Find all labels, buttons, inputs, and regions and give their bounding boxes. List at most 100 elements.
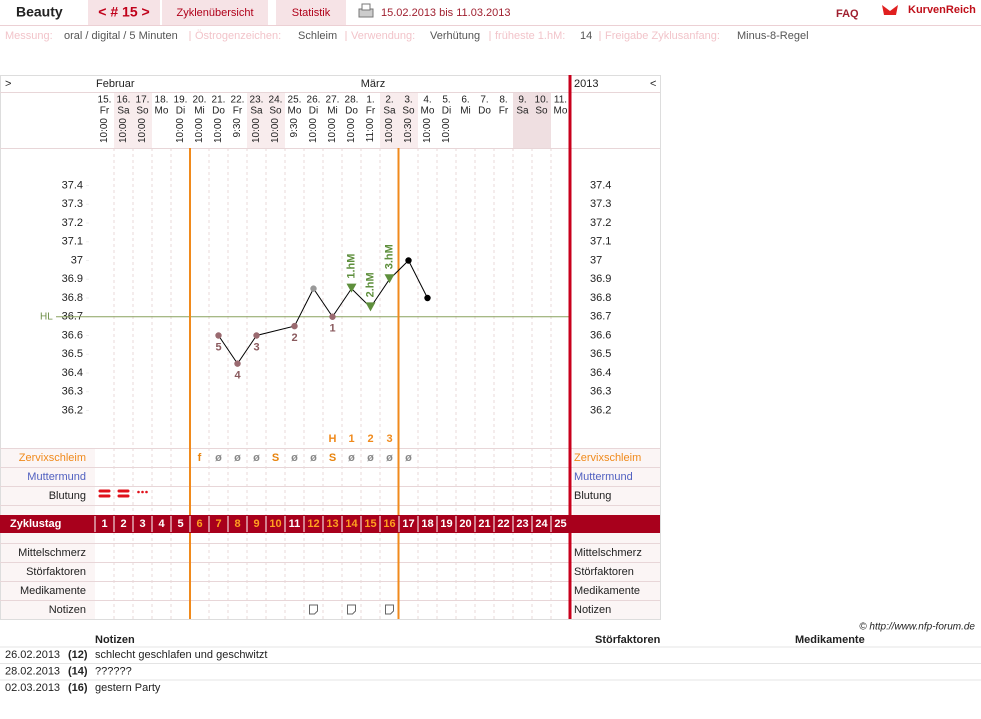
weekend-shade <box>399 92 418 148</box>
note-text: ?????? <box>95 665 132 677</box>
weekend-shade <box>133 92 152 148</box>
day-time: 10:00 <box>270 118 281 143</box>
day-date: 5. <box>442 95 450 106</box>
y-tick-label: 36.6 <box>62 329 83 341</box>
cycle-day: 18 <box>421 518 433 530</box>
weekend-shade <box>380 92 399 148</box>
y-tick-label: 36.9 <box>590 273 611 285</box>
temperature-point <box>215 332 222 339</box>
day-weekday: Fr <box>366 106 376 117</box>
cycle-day-title: Zyklustag <box>10 518 61 530</box>
day-time: 10:00 <box>194 118 205 143</box>
tab-label[interactable]: Statistik <box>292 7 331 19</box>
cervix-symbol: ø <box>367 452 374 464</box>
setting-value: Verhütung <box>430 30 480 42</box>
cycle-day: 24 <box>535 518 548 530</box>
day-weekday: Mi <box>327 106 338 117</box>
day-weekday: Fr <box>100 106 110 117</box>
tab-label[interactable]: Zyklenübersicht <box>176 7 253 19</box>
day-date: 10. <box>535 95 549 106</box>
copyright: © http://www.nfp-forum.de <box>859 622 975 633</box>
row-label: Blutung <box>574 490 611 502</box>
y-tick-label: 36.5 <box>62 348 83 360</box>
day-date: 7. <box>480 95 488 106</box>
day-weekday: Di <box>442 106 451 117</box>
y-tick-label: 36.3 <box>590 386 611 398</box>
day-weekday: Mo <box>288 106 302 117</box>
setting-label: Östrogenzeichen: <box>195 30 281 42</box>
faq-link[interactable]: FAQ <box>836 8 859 20</box>
label-shade <box>573 448 660 619</box>
cycle-number[interactable]: < # 15 > <box>98 4 149 20</box>
note-text: schlecht geschlafen und geschwitzt <box>95 649 267 661</box>
point-label: 1 <box>329 323 335 335</box>
row-label: Muttermund <box>574 471 633 483</box>
day-date: 28. <box>345 95 359 106</box>
day-weekday: Mo <box>554 106 568 117</box>
tab[interactable] <box>276 0 346 25</box>
hl-marker: 2 <box>367 433 373 445</box>
label-shade <box>1 448 95 619</box>
day-time: 10:00 <box>118 118 129 143</box>
row-label: Medikamente <box>20 585 86 597</box>
day-weekday: Do <box>478 106 491 117</box>
setting-label: Freigabe Zyklusanfang: <box>605 30 720 42</box>
y-tick-label: 36.5 <box>590 348 611 360</box>
cervix-symbol: S <box>272 452 279 464</box>
day-weekday: Di <box>309 106 318 117</box>
hl-marker: 3 <box>386 433 392 445</box>
row-label: Notizen <box>49 604 86 616</box>
day-weekday: Mo <box>155 106 169 117</box>
day-weekday: So <box>402 106 415 117</box>
day-date: 4. <box>423 95 431 106</box>
printer-icon[interactable] <box>358 3 374 18</box>
day-weekday: Sa <box>383 106 396 117</box>
day-time: 9:30 <box>289 118 300 138</box>
cervix-symbol: ø <box>253 452 260 464</box>
cervix-symbol: ø <box>386 452 393 464</box>
y-tick-label: 37.4 <box>62 179 83 191</box>
day-time: 10:00 <box>327 118 338 143</box>
column-header: Medikamente <box>795 634 865 646</box>
y-tick-label: 37 <box>71 254 83 266</box>
point-label: 3 <box>253 341 259 353</box>
day-date: 17. <box>136 95 150 106</box>
note-icon <box>385 604 394 615</box>
cycle-day: 4 <box>158 518 165 530</box>
y-tick-label: 36.4 <box>62 367 83 379</box>
day-date: 22. <box>231 95 245 106</box>
point-label: 2 <box>291 332 297 344</box>
cycle-tab[interactable] <box>88 0 160 25</box>
cycle-day: 2 <box>120 518 126 530</box>
day-date: 11. <box>554 95 567 106</box>
cycle-day: 19 <box>440 518 452 530</box>
nav-button: > <box>5 78 11 90</box>
note-cycle-day: (12) <box>68 649 88 661</box>
cycle-day: 5 <box>177 518 183 530</box>
cycle-day: 14 <box>345 518 358 530</box>
y-tick-label: 37.1 <box>590 236 611 248</box>
spotting-icon <box>145 490 148 494</box>
cervix-symbol: ø <box>405 452 412 464</box>
day-time: 10:30 <box>403 118 414 143</box>
row-label: Zervixschleim <box>574 452 641 464</box>
day-time: 10:00 <box>137 118 148 143</box>
cycle-day: 11 <box>289 518 301 530</box>
day-date: 24. <box>269 95 283 106</box>
cervix-symbol: ø <box>310 452 317 464</box>
temperature-point <box>291 322 298 330</box>
hm-label: 1.hM <box>345 254 357 279</box>
note-cycle-day: (14) <box>68 665 88 677</box>
row-label: Medikamente <box>574 585 640 597</box>
row-label: Mittelschmerz <box>18 547 86 559</box>
weekend-shade <box>247 92 266 148</box>
date-range: 15.02.2013 bis 11.03.2013 <box>381 7 510 19</box>
setting-label: Verwendung: <box>351 30 415 42</box>
tab[interactable] <box>162 0 268 25</box>
spotting-icon <box>141 490 144 494</box>
day-time: 10:00 <box>384 118 395 143</box>
cervix-symbol: ø <box>215 452 222 464</box>
day-date: 23. <box>250 95 264 106</box>
bleeding-icon <box>117 489 130 493</box>
day-weekday: Sa <box>516 106 529 117</box>
